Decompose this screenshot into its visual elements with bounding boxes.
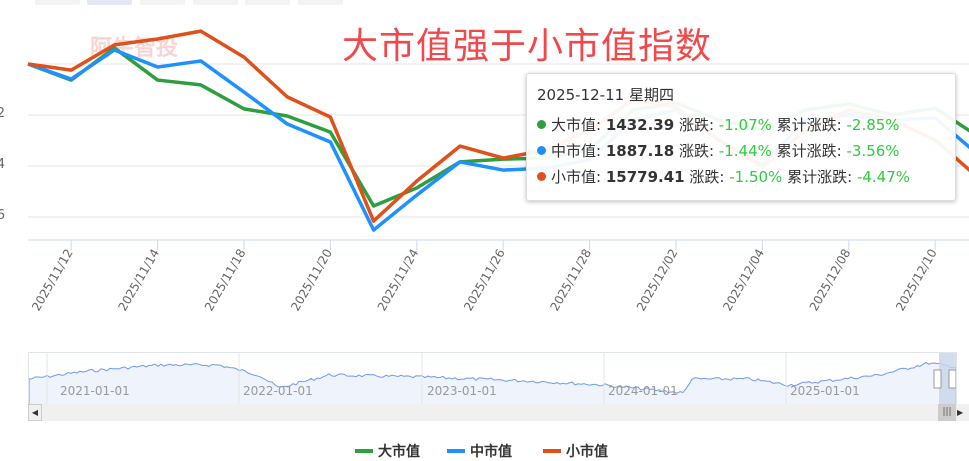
datazoom-overview [29, 353, 956, 405]
tooltip-row-large: 大市值: 1432.39 涨跌: -1.07% 累计涨跌: -2.85% [537, 114, 900, 135]
cum-label: 累计涨跌: [776, 116, 842, 134]
x-tick-label: 2025/11/20 [288, 247, 335, 314]
y-tick-label: -2 [0, 106, 5, 121]
series-name: 中市值: [551, 142, 602, 160]
datazoom-slider[interactable] [28, 352, 957, 406]
overview-line [29, 361, 956, 405]
y-tick-label: -6 [0, 208, 5, 223]
series-name: 大市值: [551, 116, 602, 134]
change-value: -1.50% [729, 168, 783, 186]
datazoom-label: 2021-01-01 [60, 384, 130, 398]
x-tick-label: 2025/11/24 [375, 247, 422, 314]
range-button-5[interactable] [245, 0, 290, 5]
range-button-1[interactable] [35, 0, 80, 5]
cum-label: 累计涨跌: [787, 168, 853, 186]
datazoom-handle-right[interactable] [948, 369, 956, 389]
legend-swatch-icon [447, 449, 465, 453]
series-dot-icon [537, 146, 546, 155]
x-tick-label: 2025/11/26 [461, 247, 508, 314]
y-tick-label: -4 [0, 157, 5, 172]
x-tick-label: 2025/12/02 [634, 247, 681, 314]
change-label: 涨跌: [678, 116, 715, 134]
change-label: 涨跌: [689, 168, 725, 186]
datazoom-selected-range[interactable] [939, 353, 956, 405]
legend-item-small[interactable]: 小市值 [543, 441, 608, 461]
series-name: 小市值: [551, 168, 602, 186]
range-button-6[interactable] [298, 0, 343, 5]
series-value: 1887.18 [605, 142, 675, 160]
legend-label: 中市值 [470, 444, 512, 460]
x-tick-label: 2025/11/12 [29, 247, 76, 314]
tooltip: 2025-12-11 星期四 大市值: 1432.39 涨跌: -1.07% 累… [526, 73, 956, 201]
tooltip-row-small: 小市值: 15779.41 涨跌: -1.50% 累计涨跌: -4.47% [537, 166, 910, 187]
line-chart[interactable]: 2025/11/12 2025/11/14 2025/11/18 2025/11/20… [0, 0, 969, 340]
x-tick-label: 2025/11/14 [115, 247, 162, 314]
scroll-thumb[interactable]: ||| [938, 404, 956, 421]
scroll-right-arrow-icon[interactable]: ▶ [957, 408, 964, 417]
x-tick-label: 2025/12/10 [893, 247, 940, 314]
x-tick-label: 2025/11/18 [202, 247, 249, 314]
cum-label: 累计涨跌: [776, 142, 842, 160]
series-dot-icon [537, 172, 546, 181]
series-dot-icon [537, 120, 546, 129]
x-tick-label: 2025/11/28 [547, 247, 594, 314]
series-value: 1432.39 [605, 116, 675, 134]
legend-label: 小市值 [566, 444, 608, 460]
cum-value: -4.47% [856, 168, 911, 186]
chart-title: 大市值强于小市值指数 [342, 26, 713, 67]
scroll-left-arrow-icon[interactable]: ◀ [28, 404, 42, 421]
change-value: -1.44% [718, 142, 772, 160]
tooltip-date: 2025-12-11 星期四 [537, 86, 674, 104]
legend-swatch-icon [355, 449, 373, 453]
legend-swatch-icon [543, 449, 561, 453]
datazoom-label: 2023-01-01 [427, 384, 497, 398]
datazoom-label: 2025-01-01 [790, 384, 860, 398]
legend-item-large[interactable]: 大市值 [355, 441, 420, 461]
legend-item-mid[interactable]: 中市值 [447, 441, 512, 461]
datazoom-handle-left[interactable] [933, 369, 942, 389]
x-tick-label: 2025/12/04 [720, 247, 767, 314]
cum-value: -3.56% [846, 142, 900, 160]
range-button-3[interactable] [140, 0, 185, 5]
x-tick-label: 2025/12/08 [807, 247, 854, 314]
range-button-2[interactable] [87, 0, 132, 5]
change-value: -1.07% [718, 116, 772, 134]
change-label: 涨跌: [678, 142, 715, 160]
legend-label: 大市值 [378, 444, 420, 460]
cum-value: -2.85% [846, 116, 900, 134]
tooltip-row-mid: 中市值: 1887.18 涨跌: -1.44% 累计涨跌: -3.56% [537, 140, 900, 161]
series-value: 15779.41 [605, 168, 685, 186]
datazoom-label: 2024-01-01 [608, 384, 678, 398]
datazoom-label: 2022-01-01 [243, 384, 313, 398]
range-button-4[interactable] [193, 0, 238, 5]
scrollbar[interactable]: ◀ ||| ▶ [28, 404, 969, 421]
